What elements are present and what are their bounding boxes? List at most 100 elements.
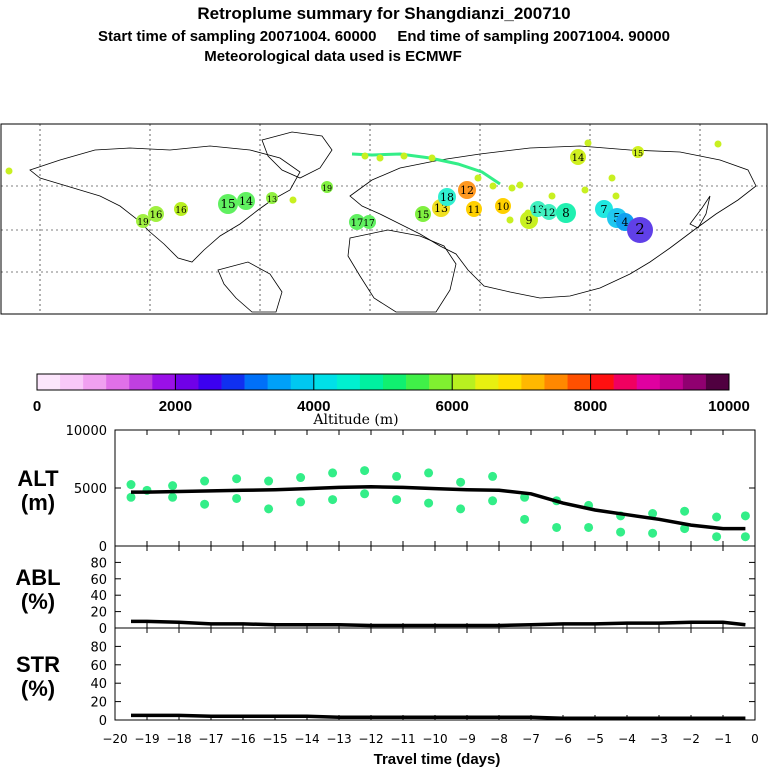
particle-point: [264, 476, 274, 486]
map-plume-dot: [581, 186, 589, 194]
map-day-label: 11: [468, 205, 481, 216]
map-plume-marker: [349, 214, 365, 230]
map-day-label: 15: [633, 149, 643, 158]
particle-point: [740, 511, 750, 521]
particle-point: [520, 514, 530, 524]
trajectory-map: 1916161514131917151311121810913128754141…: [0, 123, 768, 315]
particle-point: [740, 532, 750, 542]
map-day-label: 10: [497, 202, 510, 213]
map-plume-marker: [362, 215, 376, 229]
x-tick-label: −5: [586, 732, 604, 746]
particle-point: [200, 476, 210, 486]
map-day-label: 17: [351, 218, 364, 229]
colorbar-swatch: [682, 374, 707, 390]
x-tick-label: −6: [554, 732, 572, 746]
x-tick-label: −8: [490, 732, 508, 746]
colorbar-swatch: [37, 374, 61, 390]
particle-point: [360, 466, 370, 476]
particle-point: [168, 492, 178, 502]
panel-str: 0 20 40 60 80 STR(%): [16, 627, 756, 729]
map-plume-dot: [474, 174, 482, 182]
colorbar-swatch: [613, 374, 638, 390]
y-tick-label: 0: [99, 540, 107, 555]
panel-frame: [114, 545, 756, 629]
colorbar-swatch: [221, 374, 245, 390]
map-day-label: 15: [220, 197, 235, 211]
colorbar-swatch: [590, 374, 614, 390]
map-plume-marker: [570, 149, 586, 165]
x-tick-label: −14: [294, 732, 319, 746]
median-line: [131, 485, 746, 531]
y-tick-label: 0: [99, 622, 107, 637]
altitude-colorbar: 0 2000 4000 6000 8000 10000 Altitude (m): [33, 373, 750, 428]
met-data-note: Meteorological data used is ECMWF: [204, 48, 462, 65]
particle-point: [456, 477, 466, 487]
map-plume-dot: [489, 182, 497, 190]
colorbar-swatch: [475, 374, 499, 390]
x-tick-label: −1: [714, 732, 732, 746]
x-tick-label: −15: [262, 732, 287, 746]
colorbar-swatch: [636, 374, 661, 390]
map-plume-dot: [548, 192, 556, 200]
particle-point: [168, 481, 178, 491]
colorbar-swatch: [267, 374, 292, 390]
map-plume-marker: [266, 192, 278, 204]
map-day-label: 16: [150, 210, 163, 221]
colorbar-label: Altitude (m): [312, 412, 398, 428]
x-axis: −20 −19 −18 −17 −16 −15 −14 −13 −12 −11 −10 −9 −8 −7−…: [102, 732, 758, 746]
colorbar-swatch: [452, 374, 476, 390]
colorbar-tick-label: 0: [33, 398, 41, 415]
particle-point: [328, 468, 338, 478]
colorbar-swatch: [498, 374, 522, 390]
particle-point: [488, 471, 498, 481]
particle-point: [712, 532, 722, 542]
colorbar-swatches: [36, 373, 730, 391]
median-line: [131, 713, 746, 720]
x-tick-label: 0: [751, 732, 759, 746]
map-day-label: 12: [543, 208, 556, 219]
greenland-coast: [261, 131, 333, 179]
x-tick-label: −16: [230, 732, 255, 746]
y-tick-label: 0: [99, 714, 107, 729]
x-tick-label: −20: [102, 732, 127, 746]
map-day-label: 19: [137, 218, 149, 228]
map-day-label: 17: [363, 219, 375, 229]
map-plume-dot: [584, 139, 592, 147]
colorbar-swatch: [336, 374, 361, 390]
particle-point: [200, 499, 210, 509]
map-day-label: 12: [460, 184, 474, 197]
colorbar-swatch: [659, 374, 684, 390]
eurasia-coast: [349, 145, 757, 299]
particle-point: [712, 512, 722, 522]
map-plume-marker: [148, 206, 164, 222]
sampling-times: Start time of sampling 20071004. 60000 E…: [98, 28, 670, 45]
map-plume-marker: [541, 204, 557, 220]
map-plume-dot: [714, 140, 722, 148]
japan-coast: [689, 195, 711, 229]
particle-point: [232, 474, 242, 484]
particle-point: [680, 506, 690, 516]
x-tick-label: −3: [650, 732, 668, 746]
panel-ylabel-unit: (%): [21, 589, 55, 614]
map-plume-marker: [174, 202, 188, 216]
colorbar-ticks: 0 2000 4000 6000 8000 10000: [33, 374, 750, 415]
y-tick-label: 40: [90, 589, 107, 604]
map-day-label: 14: [239, 195, 253, 208]
map-plume-dot: [5, 167, 13, 175]
map-plume-marker: [466, 201, 482, 217]
y-tick-label: 10000: [66, 424, 107, 439]
panel-frame: [114, 627, 756, 721]
x-tick-label: −18: [166, 732, 191, 746]
map-plume-marker: [458, 181, 476, 199]
x-tick-label: −12: [358, 732, 383, 746]
x-tick-label: −19: [134, 732, 159, 746]
x-tick-label: −2: [682, 732, 700, 746]
particle-point: [126, 480, 136, 490]
map-plume-dot: [376, 154, 384, 162]
particle-point: [392, 471, 402, 481]
particle-point: [392, 495, 402, 505]
colorbar-swatch: [244, 374, 268, 390]
colorbar-swatch: [290, 374, 315, 390]
colorbar-tick-label: 6000: [436, 398, 469, 415]
map-plume-marker: [321, 181, 333, 193]
